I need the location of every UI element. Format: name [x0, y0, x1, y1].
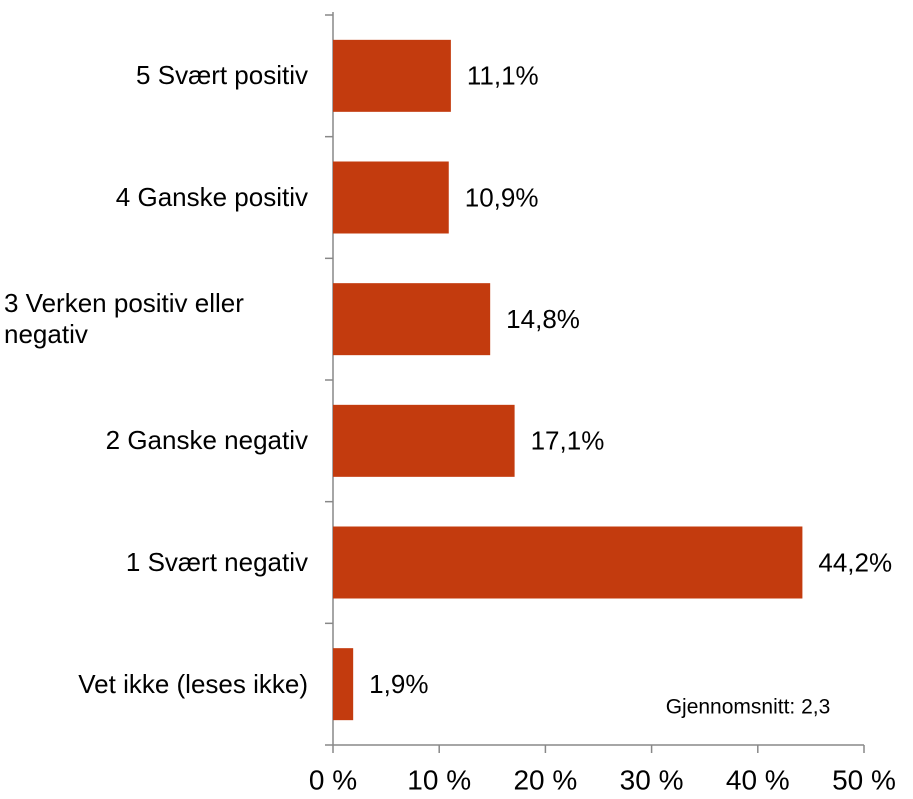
bar: [333, 404, 515, 477]
value-label: 14,8%: [506, 304, 580, 334]
category-text: 1 Svært negativ: [125, 547, 308, 577]
value-label: 10,9%: [465, 182, 539, 212]
bar: [333, 283, 491, 356]
category-label: Vet ikke (leses ikke): [4, 669, 308, 700]
bar: [333, 526, 803, 599]
category-text: 3 Verken positiv eller negativ: [4, 288, 244, 350]
x-tick-label: 40 %: [726, 764, 790, 795]
category-text: 4 Ganske positiv: [115, 182, 308, 212]
x-tick-label: 20 %: [513, 764, 577, 795]
category-label: 3 Verken positiv eller negativ: [4, 288, 308, 350]
category-label: 4 Ganske positiv: [4, 182, 308, 213]
bar: [333, 161, 449, 234]
x-tick-label: 50 %: [832, 764, 896, 795]
bar: [333, 648, 354, 721]
annotation: Gjennomsnitt: 2,3: [666, 696, 831, 719]
value-label: 11,1%: [467, 61, 539, 91]
value-label: 44,2%: [818, 547, 892, 577]
x-tick-label: 30 %: [620, 764, 684, 795]
category-label: 1 Svært negativ: [4, 547, 308, 578]
category-label: 5 Svært positiv: [4, 60, 308, 91]
category-text: Vet ikke (leses ikke): [78, 668, 308, 699]
category-text: 2 Ganske negativ: [105, 425, 308, 456]
bar: [333, 39, 451, 112]
category-text: 5 Svært positiv: [136, 60, 308, 91]
category-label: 2 Ganske negativ: [4, 425, 308, 456]
value-label: 17,1%: [531, 426, 605, 456]
value-label: 1,9%: [369, 669, 428, 699]
x-tick-label: 10 %: [407, 764, 471, 795]
x-tick-label: 0 %: [309, 764, 357, 795]
